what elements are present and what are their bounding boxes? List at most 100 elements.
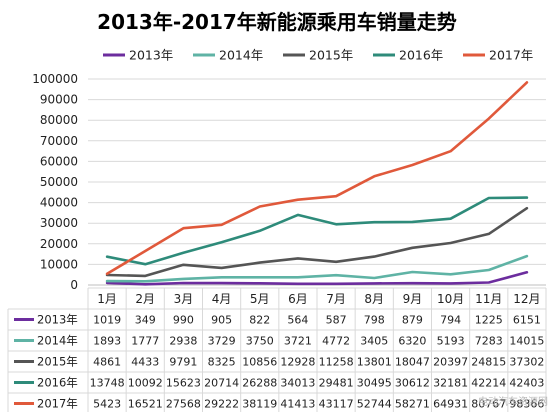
series-line	[105, 270, 529, 286]
data-label: 30495	[357, 377, 392, 390]
x-tick-label: 4月	[212, 292, 232, 306]
data-label: 42214	[471, 377, 506, 390]
x-tick-label: 1月	[97, 292, 117, 306]
data-label: 6320	[398, 335, 426, 348]
data-label: 18047	[395, 356, 430, 369]
data-label: 29222	[204, 398, 239, 411]
data-label: 879	[402, 314, 423, 327]
x-tick-label: 7月	[326, 292, 346, 306]
data-label: 3750	[246, 335, 274, 348]
data-label: 14015	[509, 335, 544, 348]
data-label: 3721	[284, 335, 312, 348]
y-tick-label: 60000	[40, 154, 78, 168]
data-label: 11258	[319, 356, 354, 369]
x-tick-label: 9月	[403, 292, 423, 306]
data-label: 1893	[93, 335, 121, 348]
data-label: 43117	[319, 398, 354, 411]
x-tick-label: 6月	[288, 292, 308, 306]
y-tick-label: 50000	[40, 175, 78, 189]
gridlines	[88, 78, 546, 286]
x-tick-label: 5月	[250, 292, 270, 306]
data-label: 58271	[395, 398, 430, 411]
data-label: 1777	[131, 335, 159, 348]
data-label: 20397	[433, 356, 468, 369]
data-label: 34013	[280, 377, 315, 390]
x-tick-label: 3月	[174, 292, 194, 306]
row-label: 2016年	[37, 376, 78, 390]
data-label: 564	[287, 314, 308, 327]
series-line	[105, 196, 529, 266]
data-label: 822	[249, 314, 270, 327]
data-label: 16521	[128, 398, 163, 411]
y-tick-label: 90000	[40, 93, 78, 107]
series-lines	[105, 81, 529, 286]
y-tick-label: 100000	[32, 72, 78, 86]
data-label: 2938	[169, 335, 197, 348]
data-table: 1月 2月 3月 4月 5月 6月 7月 8月 9月 10月 11月 12月 2013年 1019 349 9…	[7, 284, 547, 412]
data-label: 64931	[433, 398, 468, 411]
data-label: 15623	[166, 377, 201, 390]
data-label: 1019	[93, 314, 121, 327]
data-label: 37302	[509, 356, 544, 369]
legend-label: 2014年	[219, 48, 263, 63]
data-label: 3405	[360, 335, 388, 348]
data-label: 80767	[471, 398, 506, 411]
x-tick-label: 10月	[437, 292, 464, 306]
row-label: 2017年	[37, 397, 78, 411]
data-label: 5193	[437, 335, 465, 348]
data-label: 13748	[90, 377, 125, 390]
y-tick-label: 0	[70, 278, 78, 292]
data-label: 52744	[357, 398, 392, 411]
data-label: 24815	[471, 356, 506, 369]
data-label: 349	[135, 314, 156, 327]
legend-label: 2017年	[489, 48, 533, 63]
legend-label: 2016年	[399, 48, 443, 63]
y-tick-label: 40000	[40, 196, 78, 210]
data-label: 8325	[208, 356, 236, 369]
data-label: 3729	[208, 335, 236, 348]
data-label: 26288	[242, 377, 277, 390]
data-label: 6151	[513, 314, 541, 327]
data-label: 5423	[93, 398, 121, 411]
x-tick-label: 8月	[364, 292, 384, 306]
data-label: 587	[326, 314, 347, 327]
data-label: 13801	[357, 356, 392, 369]
y-tick-label: 10000	[40, 257, 78, 271]
data-label: 42403	[509, 377, 544, 390]
y-tick-label: 30000	[40, 216, 78, 230]
x-tick-label: 11月	[475, 292, 502, 306]
y-tick-label: 70000	[40, 134, 78, 148]
legend-label: 2015年	[309, 48, 353, 63]
data-label: 98366	[509, 398, 544, 411]
data-label: 27568	[166, 398, 201, 411]
y-tick-label: 20000	[40, 237, 78, 251]
x-tick-label: 12月	[513, 292, 540, 306]
legend-label: 2013年	[129, 48, 173, 63]
series-line	[105, 81, 529, 276]
data-label: 10092	[128, 377, 163, 390]
row-label: 2015年	[37, 355, 78, 369]
watermark: 电动汽车资源网	[478, 395, 548, 408]
data-label: 38119	[242, 398, 277, 411]
y-axis: 0 10000 20000 30000 40000 50000 60000 70000 8000…	[32, 72, 78, 292]
data-label: 30612	[395, 377, 430, 390]
data-label: 32181	[433, 377, 468, 390]
data-label: 905	[211, 314, 232, 327]
y-tick-label: 80000	[40, 113, 78, 127]
row-label: 2013年	[37, 313, 78, 327]
data-label: 4433	[131, 356, 159, 369]
data-label: 7283	[475, 335, 503, 348]
legend: 2013年 2014年 2015年 2016年 2017年	[103, 48, 533, 63]
data-label: 20714	[204, 377, 239, 390]
data-label: 9791	[169, 356, 197, 369]
data-label: 794	[440, 314, 461, 327]
data-label: 990	[173, 314, 194, 327]
chart-title: 2013年-2017年新能源乘用车销量走势	[97, 10, 457, 34]
data-label: 1225	[475, 314, 503, 327]
data-label: 798	[364, 314, 385, 327]
data-label: 41413	[280, 398, 315, 411]
data-label: 4861	[93, 356, 121, 369]
series-line	[105, 254, 529, 283]
data-label: 12928	[280, 356, 315, 369]
